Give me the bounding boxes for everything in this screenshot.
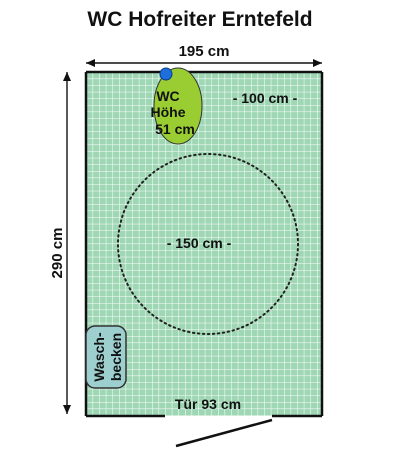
wc-toilet — [153, 67, 203, 145]
wc-label-line2: Höhe — [151, 104, 186, 120]
sink-label-line2: becken — [108, 333, 124, 381]
wc-marker — [159, 67, 173, 81]
door-label: Tür 93 cm — [175, 396, 241, 412]
width-label: 195 cm — [179, 43, 230, 60]
door-leaf — [175, 418, 273, 448]
clearance-top-label: - 100 cm - — [233, 90, 298, 106]
width-dimension — [86, 59, 322, 67]
wc-label-line3: 51 cm — [155, 121, 195, 137]
turning-circle-label: - 150 cm - — [167, 235, 232, 251]
wc-label-line1: WC — [156, 88, 179, 104]
sink-label-line1: Wasch- — [91, 332, 107, 382]
height-dimension — [63, 72, 71, 414]
plan-title: WC Hofreiter Erntefeld — [87, 8, 312, 31]
height-label: 290 cm — [49, 228, 66, 279]
turning-circle — [117, 153, 299, 335]
sink — [85, 325, 127, 389]
